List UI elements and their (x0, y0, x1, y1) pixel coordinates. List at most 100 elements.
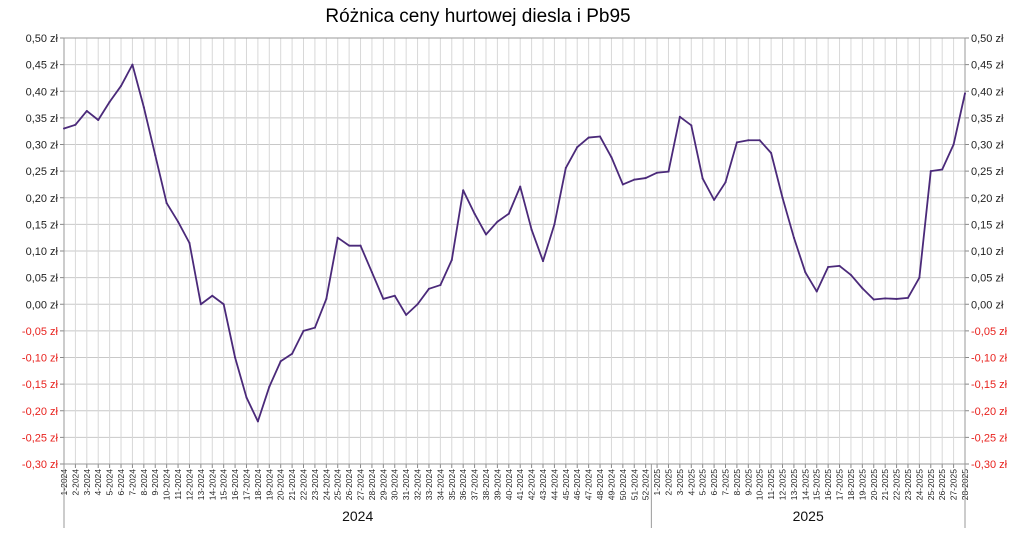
data-point (325, 297, 328, 300)
data-point (576, 146, 579, 149)
x-tick-label: 20-2025 (869, 469, 879, 500)
y-tick-label-right: 0,00 zł (971, 299, 1004, 311)
x-tick-label: 17-2025 (835, 469, 845, 500)
data-point (929, 170, 932, 173)
data-point (610, 156, 613, 159)
axes (60, 37, 969, 468)
x-tick-label: 40-2024 (504, 469, 514, 500)
x-tick-label: 13-2025 (789, 469, 799, 500)
data-point (120, 84, 123, 87)
data-point (188, 242, 191, 245)
y-tick-label-left: -0,15 zł (22, 379, 59, 391)
x-tick-label: 17-2024 (241, 469, 251, 500)
data-point (599, 135, 602, 138)
series-line (63, 63, 966, 423)
data-point (713, 198, 716, 201)
data-point (838, 264, 841, 267)
data-point (621, 183, 624, 186)
x-tick-label: 23-2024 (310, 469, 320, 500)
y-tick-label-left: 0,10 zł (26, 246, 59, 258)
data-point (633, 178, 636, 181)
x-tick-label: 14-2024 (207, 469, 217, 500)
data-point (245, 396, 248, 399)
x-tick-label: 46-2024 (572, 469, 582, 500)
data-point (336, 236, 339, 239)
x-tick-label: 44-2024 (549, 469, 559, 500)
x-tick-label: 4-2025 (686, 469, 696, 496)
data-point (701, 177, 704, 180)
data-point (952, 143, 955, 146)
y-tick-label-left: -0,30 zł (22, 459, 59, 471)
x-tick-label: 35-2024 (447, 469, 457, 500)
y-axis-right-ticks: 0,50 zł 0,45 zł 0,40 zł 0,35 zł 0,30 zł 0,25 … (971, 33, 1008, 471)
x-tick-label: 14-2025 (800, 469, 810, 500)
data-point (542, 260, 545, 263)
data-point (302, 329, 305, 332)
y-tick-label-left: -0,10 zł (22, 353, 59, 365)
x-tick-label: 12-2024 (184, 469, 194, 500)
x-tick-label: 2-2025 (663, 469, 673, 496)
x-tick-label: 21-2024 (287, 469, 297, 500)
data-point (63, 127, 65, 130)
data-point (74, 123, 77, 126)
data-point (496, 220, 499, 223)
x-tick-label: 2-2024 (70, 469, 80, 496)
x-tick-label: 25-2025 (926, 469, 936, 500)
x-tick-label: 27-2024 (356, 469, 366, 500)
data-point (279, 360, 282, 363)
x-tick-label: 20-2024 (276, 469, 286, 500)
data-point (177, 220, 180, 223)
x-tick-label: 8-2024 (139, 469, 149, 496)
y-tick-label-left: 0,45 zł (26, 60, 59, 72)
x-tick-label: 42-2024 (527, 469, 537, 500)
data-point (770, 152, 773, 155)
y-tick-label-right: 0,35 zł (971, 113, 1004, 125)
y-tick-label-left: 0,20 zł (26, 193, 59, 205)
y-tick-label-right: -0,25 zł (971, 432, 1008, 444)
x-tick-label: 15-2024 (219, 469, 229, 500)
x-tick-label: 23-2025 (903, 469, 913, 500)
data-point (427, 287, 430, 290)
x-tick-label: 45-2024 (561, 469, 571, 500)
data-point (370, 271, 373, 274)
data-point (154, 154, 157, 157)
x-tick-label: 30-2024 (390, 469, 400, 500)
x-tick-label: 13-2024 (196, 469, 206, 500)
x-tick-label: 6-2025 (709, 469, 719, 496)
chart-title: Różnica ceny hurtowej diesla i Pb95 (325, 6, 630, 27)
x-tick-label: 15-2025 (812, 469, 822, 500)
y-tick-label-right: -0,30 zł (971, 459, 1008, 471)
data-point (656, 171, 659, 174)
data-point (735, 141, 738, 144)
x-tick-label: 32-2024 (413, 469, 423, 500)
y-tick-label-left: 0,40 zł (26, 86, 59, 98)
x-tick-label: 12-2025 (778, 469, 788, 500)
x-tick-label: 9-2024 (150, 469, 160, 496)
x-tick-label: 48-2024 (595, 469, 605, 500)
data-point (530, 228, 533, 231)
data-point (85, 109, 88, 112)
x-tick-label: 49-2024 (606, 469, 616, 500)
x-tick-label: 11-2025 (766, 469, 776, 500)
y-tick-label-right: 0,40 zł (971, 86, 1004, 98)
data-point (393, 294, 396, 297)
x-tick-label: 37-2024 (470, 469, 480, 500)
data-point (359, 244, 362, 247)
data-point (884, 297, 887, 300)
data-point (484, 233, 487, 236)
data-point (507, 212, 510, 215)
x-tick-label: 19-2025 (857, 469, 867, 500)
x-tick-label: 24-2024 (321, 469, 331, 500)
y-tick-label-left: 0,00 zł (26, 299, 59, 311)
data-point (758, 139, 761, 142)
data-point (644, 177, 647, 180)
year-group-label: 2025 (793, 508, 824, 524)
x-tick-label: 43-2024 (538, 469, 548, 500)
data-point (416, 303, 419, 306)
data-point (667, 170, 670, 173)
data-point (872, 298, 875, 301)
x-tick-label: 4-2024 (93, 469, 103, 496)
data-point (405, 313, 408, 316)
